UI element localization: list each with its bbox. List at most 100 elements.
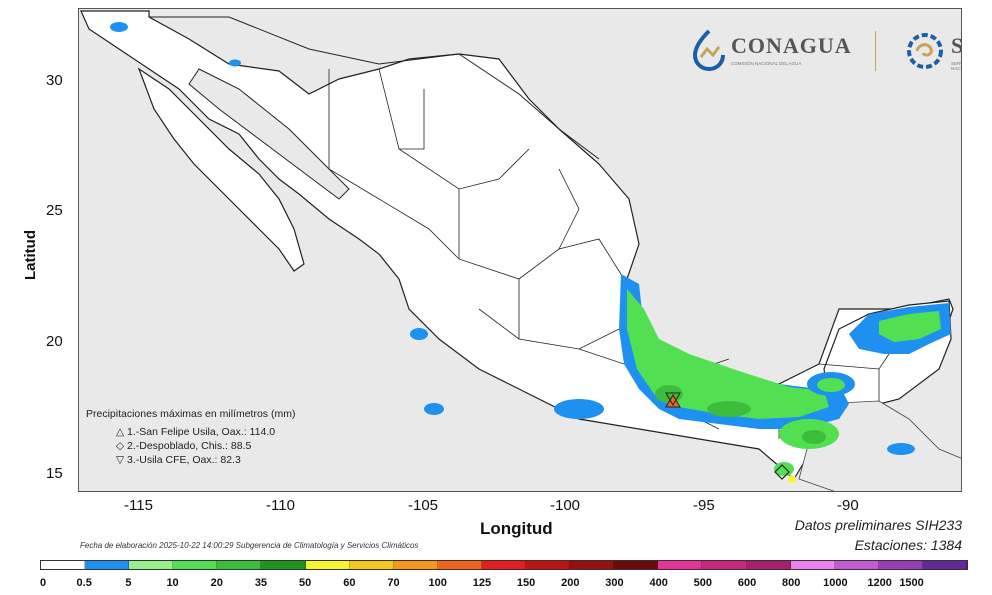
x-axis-label: Longitud [480, 519, 553, 538]
colorbar-tick-label: 300 [605, 577, 624, 589]
rain-area [802, 430, 826, 444]
colorbar-segment [878, 561, 923, 569]
legend-entry-text: 3.-Usila CFE, Oax.: 82.3 [127, 454, 241, 466]
colorbar-segment [614, 561, 659, 569]
station-marker-1 [665, 394, 681, 408]
colorbar-segment [790, 561, 835, 569]
station-marker-2 [774, 464, 790, 480]
colorbar-segment [261, 561, 306, 569]
legend-entry-text: 2.-Despoblado, Chis.: 88.5 [127, 440, 252, 452]
colorbar-tick-label: 60 [343, 577, 356, 589]
colorbar-tick-label: 600 [737, 577, 757, 589]
legend-entry: ◇ 2.-Despoblado, Chis.: 88.5 [116, 440, 295, 452]
x-tick-label: -95 [693, 497, 715, 514]
y-tick-label: 25 [46, 202, 63, 219]
colorbar-tick-label: 1000 [823, 577, 848, 589]
legend-entry: △ 1.-San Felipe Usila, Oax.: 114.0 [116, 426, 295, 438]
x-tick-label: -90 [837, 497, 859, 514]
colorbar-tick-label: 1500 [899, 577, 924, 589]
y-tick-label: 30 [46, 72, 63, 89]
y-tick-label: 15 [46, 465, 63, 482]
colorbar-tick-label: 50 [299, 577, 312, 589]
smn-name: SMN [951, 33, 961, 59]
conagua-emblem-icon [692, 29, 725, 72]
colorbar-tick-label: 800 [782, 577, 801, 589]
us-border [149, 16, 600, 160]
colorbar-ticks: 0 0.5 5 10 20 35 50 60 70 100 125 150 200 300 400 500 60… [40, 577, 968, 591]
colorbar-tick-label: 5 [125, 577, 132, 589]
rain-area [110, 22, 128, 32]
legend-title: Precipitaciones máximas en milímetros (m… [86, 408, 296, 420]
colorbar-tick-label: 125 [472, 577, 492, 589]
colorbar-segment [173, 561, 218, 569]
rain-area [424, 403, 444, 415]
colorbar-segment [658, 561, 703, 569]
station-markers [665, 392, 790, 480]
colorbar-segment [922, 561, 967, 569]
rain-area [554, 399, 604, 419]
rain-area [817, 378, 845, 392]
x-tick-label: -110 [266, 497, 295, 514]
colorbar-segment [349, 561, 394, 569]
colorbar-segment [217, 561, 262, 569]
smn-emblem-icon [907, 33, 943, 69]
central-america [798, 400, 961, 491]
colorbar-tick-label: 500 [693, 577, 713, 589]
conagua-subtitle: COMISIÓN NACIONAL DEL AGUA [731, 61, 802, 66]
legend-entry-text: 1.-San Felipe Usila, Oax.: 114.0 [127, 426, 276, 438]
station-count: Estaciones: 1384 [854, 537, 962, 553]
legend-entry: ▽ 3.-Usila CFE, Oax.: 82.3 [116, 454, 295, 466]
max-precipitation-legend: Precipitaciones máximas en milímetros (m… [86, 408, 295, 468]
colorbar-segment [526, 561, 571, 569]
colorbar-segment [570, 561, 615, 569]
colorbar-tick-label: 70 [387, 577, 400, 589]
colorbar-tick-label: 0 [40, 577, 47, 589]
x-tick-label: -115 [124, 497, 153, 514]
gulf-of-california [188, 68, 350, 200]
colorbar-tick-label: 1200 [867, 577, 892, 589]
rain-area [887, 443, 915, 455]
x-tick-label: -105 [408, 497, 439, 514]
precipitation-map [80, 10, 961, 491]
map-panel: CONAGUA COMISIÓN NACIONAL DEL AGUA SMN S… [78, 8, 962, 492]
conagua-name: CONAGUA [731, 33, 852, 58]
conagua-logo: CONAGUA COMISIÓN NACIONAL DEL AGUA [691, 27, 881, 79]
triangle-down-icon: ▽ [116, 454, 125, 466]
colorbar-segment [41, 561, 86, 569]
smn-logo: SMN SERVICIO METEOROLÓGICO NACIONAL [905, 27, 962, 79]
rain-area [410, 328, 428, 340]
triangle-up-icon: △ [116, 426, 125, 438]
colorbar-segment [85, 561, 130, 569]
diamond-icon: ◇ [116, 440, 125, 452]
elaboration-date: Fecha de elaboración 2025-10-22 14:00:29… [80, 541, 419, 550]
colorbar-tick-label: 100 [428, 577, 447, 589]
rain-areas [110, 22, 951, 483]
colorbar-segment [481, 561, 527, 569]
rain-area [229, 59, 241, 67]
colorbar-segment [834, 561, 879, 569]
colorbar-tick-label: 20 [210, 577, 223, 589]
smn-subtitle: SERVICIO METEOROLÓGICO NACIONAL [951, 61, 962, 71]
y-tick-label: 20 [46, 333, 63, 350]
colorbar-tick-label: 400 [649, 577, 668, 589]
station-marker-3 [665, 392, 681, 406]
rain-area [707, 401, 751, 417]
colorbar-segment [129, 561, 174, 569]
colorbar-segment [702, 561, 747, 569]
colorbar-tick-label: 10 [166, 577, 179, 589]
colorbar-tick-label: 35 [254, 577, 268, 589]
baja-california [137, 67, 305, 272]
colorbar-segment [305, 561, 350, 569]
colorbar-tick-label: 0.5 [76, 577, 92, 589]
rain-area [627, 289, 829, 419]
colorbar-segment [437, 561, 482, 569]
rain-area [879, 311, 941, 342]
colorbar-tick-label: 200 [561, 577, 580, 589]
precipitation-colorbar [40, 560, 968, 570]
colorbar-segment [746, 561, 791, 569]
preliminary-data-note: Datos preliminares SIH233 [794, 517, 962, 533]
colorbar-segment [393, 561, 438, 569]
x-tick-label: -100 [550, 497, 581, 514]
rain-area [788, 475, 796, 483]
rain-area [655, 385, 683, 403]
